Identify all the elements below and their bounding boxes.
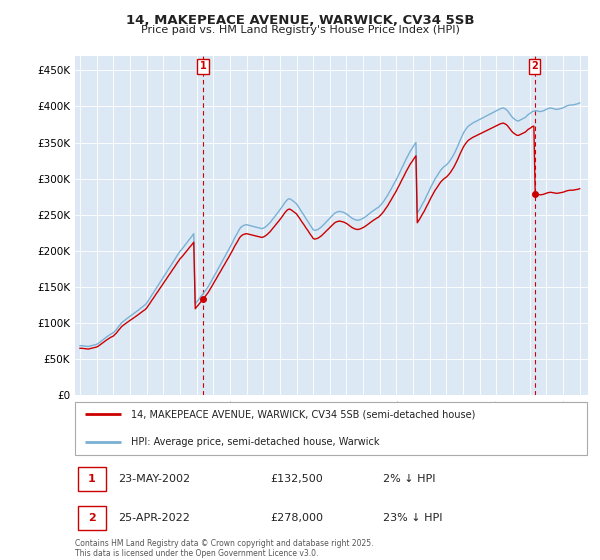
Text: 2: 2	[88, 513, 95, 523]
Text: 23% ↓ HPI: 23% ↓ HPI	[383, 513, 442, 523]
Text: HPI: Average price, semi-detached house, Warwick: HPI: Average price, semi-detached house,…	[131, 437, 380, 447]
Text: Price paid vs. HM Land Registry's House Price Index (HPI): Price paid vs. HM Land Registry's House …	[140, 25, 460, 35]
Text: 14, MAKEPEACE AVENUE, WARWICK, CV34 5SB (semi-detached house): 14, MAKEPEACE AVENUE, WARWICK, CV34 5SB …	[131, 409, 476, 419]
FancyBboxPatch shape	[77, 467, 106, 491]
Text: 25-APR-2022: 25-APR-2022	[119, 513, 190, 523]
FancyBboxPatch shape	[75, 402, 587, 455]
Text: 14, MAKEPEACE AVENUE, WARWICK, CV34 5SB: 14, MAKEPEACE AVENUE, WARWICK, CV34 5SB	[126, 14, 474, 27]
Text: 1: 1	[88, 474, 95, 484]
Text: Contains HM Land Registry data © Crown copyright and database right 2025.
This d: Contains HM Land Registry data © Crown c…	[75, 539, 373, 558]
Text: 2% ↓ HPI: 2% ↓ HPI	[383, 474, 436, 484]
Text: 23-MAY-2002: 23-MAY-2002	[119, 474, 191, 484]
Text: £132,500: £132,500	[270, 474, 323, 484]
Text: 2: 2	[531, 61, 538, 71]
Text: 1: 1	[200, 61, 206, 71]
Text: £278,000: £278,000	[270, 513, 323, 523]
FancyBboxPatch shape	[77, 506, 106, 530]
